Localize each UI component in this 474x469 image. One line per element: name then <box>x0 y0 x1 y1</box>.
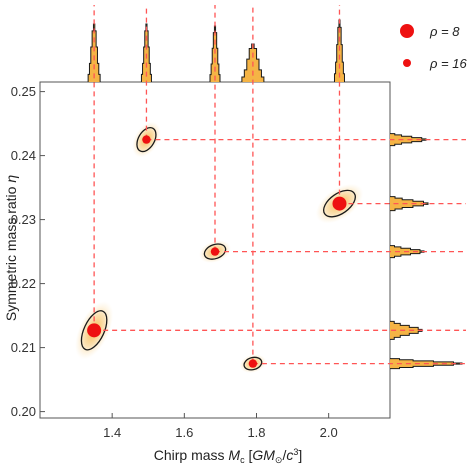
y-tick-label: 0.21 <box>11 340 36 355</box>
posterior-clouds <box>75 121 364 373</box>
axis-ticks: 1.4 1.6 1.8 2.0 0.20 0.21 0.22 0.23 0.24 0.25 <box>11 84 338 440</box>
credible-contour <box>323 189 356 218</box>
right-histogram-fill <box>390 196 428 211</box>
y-tick-label: 0.22 <box>11 276 36 291</box>
credible-contour <box>136 127 157 153</box>
x-tick-label: 1.6 <box>175 425 193 440</box>
data-point-rho8 <box>87 323 102 338</box>
x-tick-label: 2.0 <box>320 425 338 440</box>
data-point-rho16 <box>142 135 151 144</box>
x-tick-label: 1.8 <box>247 425 265 440</box>
legend-marker-rho16 <box>403 59 411 67</box>
dashed-guides <box>93 5 466 365</box>
top-histogram-fill <box>141 24 152 82</box>
legend-label-rho8: ρ = 8 <box>429 24 460 39</box>
right-histogram-outline <box>390 196 429 212</box>
legend-marker-rho8 <box>400 24 414 38</box>
right-histogram-fill <box>390 321 422 340</box>
credible-contour <box>243 356 263 371</box>
top-histogram-outline <box>140 23 152 82</box>
y-tick-label: 0.23 <box>11 212 36 227</box>
credible-contour <box>80 310 108 351</box>
y-tick-label: 0.24 <box>11 148 36 163</box>
y-tick-label: 0.25 <box>11 84 36 99</box>
x-axis-label: Chirp mass Mc [GM⊙/c3] <box>154 447 303 465</box>
data-point-rho16 <box>248 359 258 368</box>
top-histogram-fill <box>88 24 101 82</box>
x-tick-label: 1.4 <box>103 425 121 440</box>
y-axis-label: Symmetric mass ratio η <box>3 175 19 321</box>
top-histogram-fill <box>210 26 220 82</box>
top-marginal-histogram <box>87 19 345 82</box>
data-points <box>87 135 347 368</box>
credible-contour <box>203 243 227 260</box>
legend: ρ = 8 ρ = 16 <box>400 24 467 71</box>
data-point-rho16 <box>210 247 220 256</box>
legend-label-rho16: ρ = 16 <box>429 56 467 71</box>
y-tick-label: 0.20 <box>11 404 36 419</box>
top-histogram-fill <box>334 20 345 82</box>
data-point-rho8 <box>332 196 347 211</box>
